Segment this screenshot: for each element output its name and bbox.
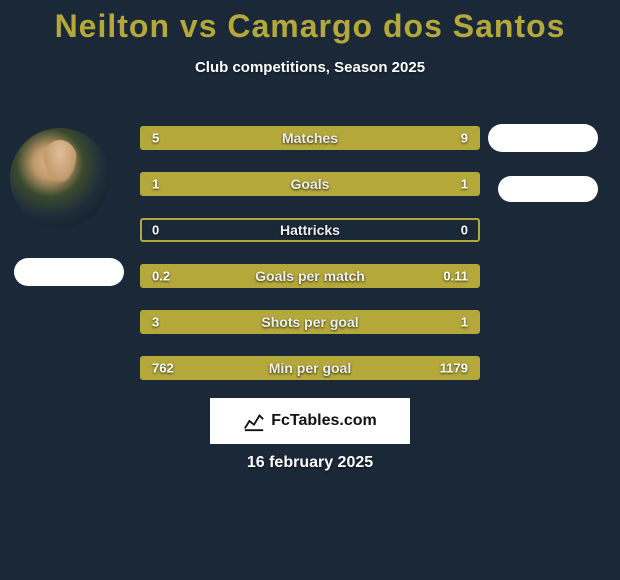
logo-box[interactable]: FcTables.com: [210, 398, 410, 444]
bar-label: Goals per match: [255, 268, 365, 284]
bar-value-right: 1: [461, 315, 468, 330]
bar-label: Goals: [291, 176, 330, 192]
bar-value-right: 0: [461, 223, 468, 238]
bar-value-right: 0.11: [443, 269, 468, 284]
title-player2: Camargo dos Santos: [227, 8, 565, 44]
bar-row: 1 1 Goals: [140, 172, 480, 196]
bar-row: 0.2 0.11 Goals per match: [140, 264, 480, 288]
bar-row: 762 1179 Min per goal: [140, 356, 480, 380]
bar-fill-left: [142, 128, 262, 148]
title-player1: Neilton: [55, 8, 170, 44]
bar-label: Min per goal: [269, 360, 351, 376]
comparison-bars: 5 9 Matches 1 1 Goals 0 0 Hattricks 0.2 0.11 Goals …: [140, 126, 480, 402]
bar-value-left: 1: [152, 177, 159, 192]
bar-value-left: 0: [152, 223, 159, 238]
bar-row: 5 9 Matches: [140, 126, 480, 150]
player1-avatar: [10, 128, 110, 228]
bar-row: 3 1 Shots per goal: [140, 310, 480, 334]
logo-text: FcTables.com: [271, 412, 377, 430]
player1-name-pill: [14, 258, 124, 286]
player2-name-pill-2: [498, 176, 598, 202]
subtitle: Club competitions, Season 2025: [0, 59, 620, 76]
bar-label: Matches: [282, 130, 338, 146]
chart-icon: [243, 410, 265, 432]
date-line: 16 february 2025: [0, 454, 620, 472]
bar-value-left: 762: [152, 361, 174, 376]
bar-value-left: 5: [152, 131, 159, 146]
bar-fill-right: [310, 174, 478, 194]
player2-name-pill: [488, 124, 598, 152]
bar-value-left: 3: [152, 315, 159, 330]
bar-fill-left: [142, 174, 310, 194]
bar-value-right: 9: [461, 131, 468, 146]
title-vs: vs: [180, 8, 218, 44]
bar-value-left: 0.2: [152, 269, 170, 284]
page-title: Neilton vs Camargo dos Santos: [0, 0, 620, 45]
bar-value-right: 1179: [440, 361, 468, 376]
bar-label: Hattricks: [280, 222, 340, 238]
bar-label: Shots per goal: [261, 314, 358, 330]
bar-value-right: 1: [461, 177, 468, 192]
bar-row: 0 0 Hattricks: [140, 218, 480, 242]
